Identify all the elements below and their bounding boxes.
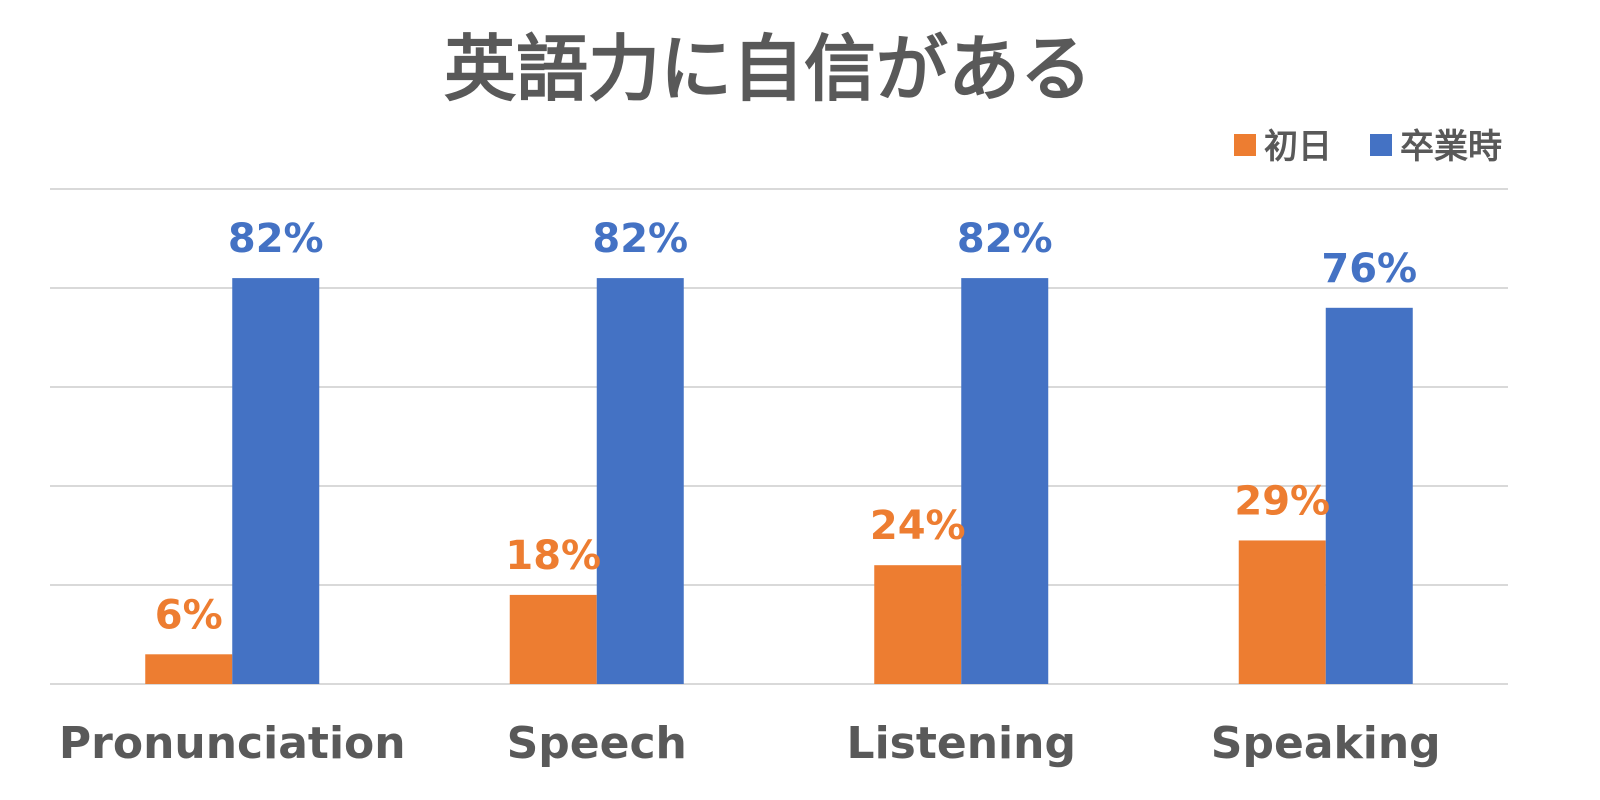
data-labels: 6% 82% 18% 82% 24% 82% 29% 76% <box>155 216 1417 638</box>
legend-swatch-first-day <box>1234 134 1256 156</box>
data-label-graduation-listening: 82% <box>957 216 1053 262</box>
data-label-first-day-pronunciation: 6% <box>155 592 223 638</box>
bar-first-day-pronunciation <box>145 654 233 684</box>
legend-label-graduation: 卒業時 <box>1400 127 1502 167</box>
bar-first-day-listening <box>874 565 962 684</box>
legend: 初日 卒業時 <box>1234 127 1502 167</box>
category-label-listening: Listening <box>847 718 1076 769</box>
bar-first-day-speaking <box>1238 540 1326 684</box>
data-label-graduation-speaking: 76% <box>1321 246 1417 292</box>
bar-graduation-pronunciation <box>232 278 320 684</box>
bar-graduation-speaking <box>1325 307 1413 684</box>
data-label-graduation-speech: 82% <box>592 216 688 262</box>
legend-label-first-day: 初日 <box>1264 127 1332 167</box>
data-label-first-day-speaking: 29% <box>1234 478 1330 524</box>
bar-graduation-listening <box>961 278 1049 684</box>
data-label-graduation-pronunciation: 82% <box>228 216 324 262</box>
data-label-first-day-speech: 18% <box>505 533 601 579</box>
bars <box>145 278 1413 684</box>
data-label-first-day-listening: 24% <box>870 503 966 549</box>
bar-first-day-speech <box>509 594 597 684</box>
category-label-speaking: Speaking <box>1211 718 1441 769</box>
category-label-speech: Speech <box>507 718 687 769</box>
chart-title: 英語力に自信がある <box>444 27 1092 111</box>
category-label-pronunciation: Pronunciation <box>59 718 406 769</box>
bar-graduation-speech <box>596 278 684 684</box>
category-labels: Pronunciation Speech Listening Speaking <box>59 718 1441 769</box>
legend-swatch-graduation <box>1370 134 1392 156</box>
